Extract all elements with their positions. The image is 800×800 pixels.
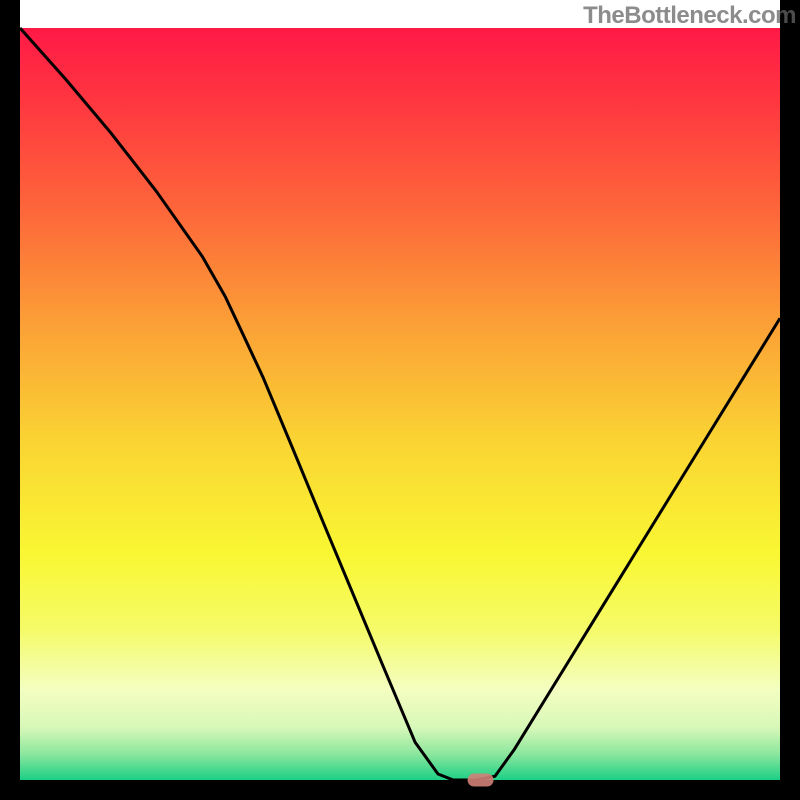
gradient-background <box>20 28 780 780</box>
border-right <box>780 0 800 800</box>
optimal-marker <box>468 774 494 787</box>
border-left <box>0 0 20 800</box>
border-bottom <box>0 780 800 800</box>
chart-canvas <box>0 0 800 800</box>
watermark-label: TheBottleneck.com <box>583 0 800 30</box>
bottleneck-chart: TheBottleneck.com <box>0 0 800 800</box>
